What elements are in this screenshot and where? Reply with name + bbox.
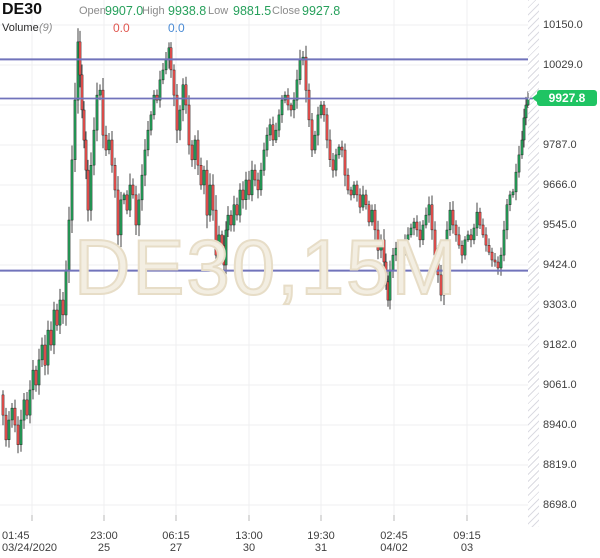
time-axis-time-label: 06:15: [162, 530, 190, 542]
price-axis-label: 9545.0: [543, 218, 577, 231]
price-axis-label: 9303.0: [543, 298, 577, 311]
price-axis-label: 9424.0: [543, 258, 577, 271]
time-axis-date-label: 03: [460, 542, 474, 554]
time-axis-date-label: 27: [169, 542, 183, 554]
price-axis-label: 9787.0: [543, 138, 577, 151]
price-axis-label: 8940.0: [543, 418, 577, 431]
price-axis-label: 10150.0: [543, 18, 583, 31]
candles: [1, 28, 530, 454]
time-axis-time-label: 19:30: [307, 530, 335, 542]
time-axis-time-label: 23:00: [90, 530, 118, 542]
time-axis-date-label: 30: [242, 542, 256, 554]
price-axis-label: 10029.0: [543, 58, 583, 71]
price-axis-label: 9182.0: [543, 338, 577, 351]
chart-right-margin-hatch: [528, 0, 539, 527]
time-axis-time-label: 01:45: [2, 530, 30, 542]
price-scale[interactable]: 10150.0 10029.0 9787.0 9666.0 9545.0 9424.0 93…: [539, 0, 600, 515]
price-axis-label: 9061.0: [543, 378, 577, 391]
time-axis-time-label: 13:00: [235, 530, 263, 542]
price-axis-label: 9666.0: [543, 178, 577, 191]
current-price-badge: 9927.8: [532, 90, 597, 107]
price-axis-label: 8819.0: [543, 458, 577, 471]
time-axis-time-label: 09:15: [453, 530, 481, 542]
time-axis-time-label: 02:45: [380, 530, 408, 542]
time-axis-date-label: 25: [97, 542, 111, 554]
time-scale[interactable]: 01:45 03/24/2020 23:00 25 06:15 27 13:00 30 19:3…: [0, 515, 600, 558]
time-axis-date-label: 31: [314, 542, 328, 554]
time-axis-date-label: 04/02: [380, 542, 408, 554]
symbol-watermark: DE30,15M: [73, 222, 459, 312]
price-axis-label: 8698.0: [543, 498, 577, 511]
time-axis-date-label: 03/24/2020: [2, 542, 58, 554]
